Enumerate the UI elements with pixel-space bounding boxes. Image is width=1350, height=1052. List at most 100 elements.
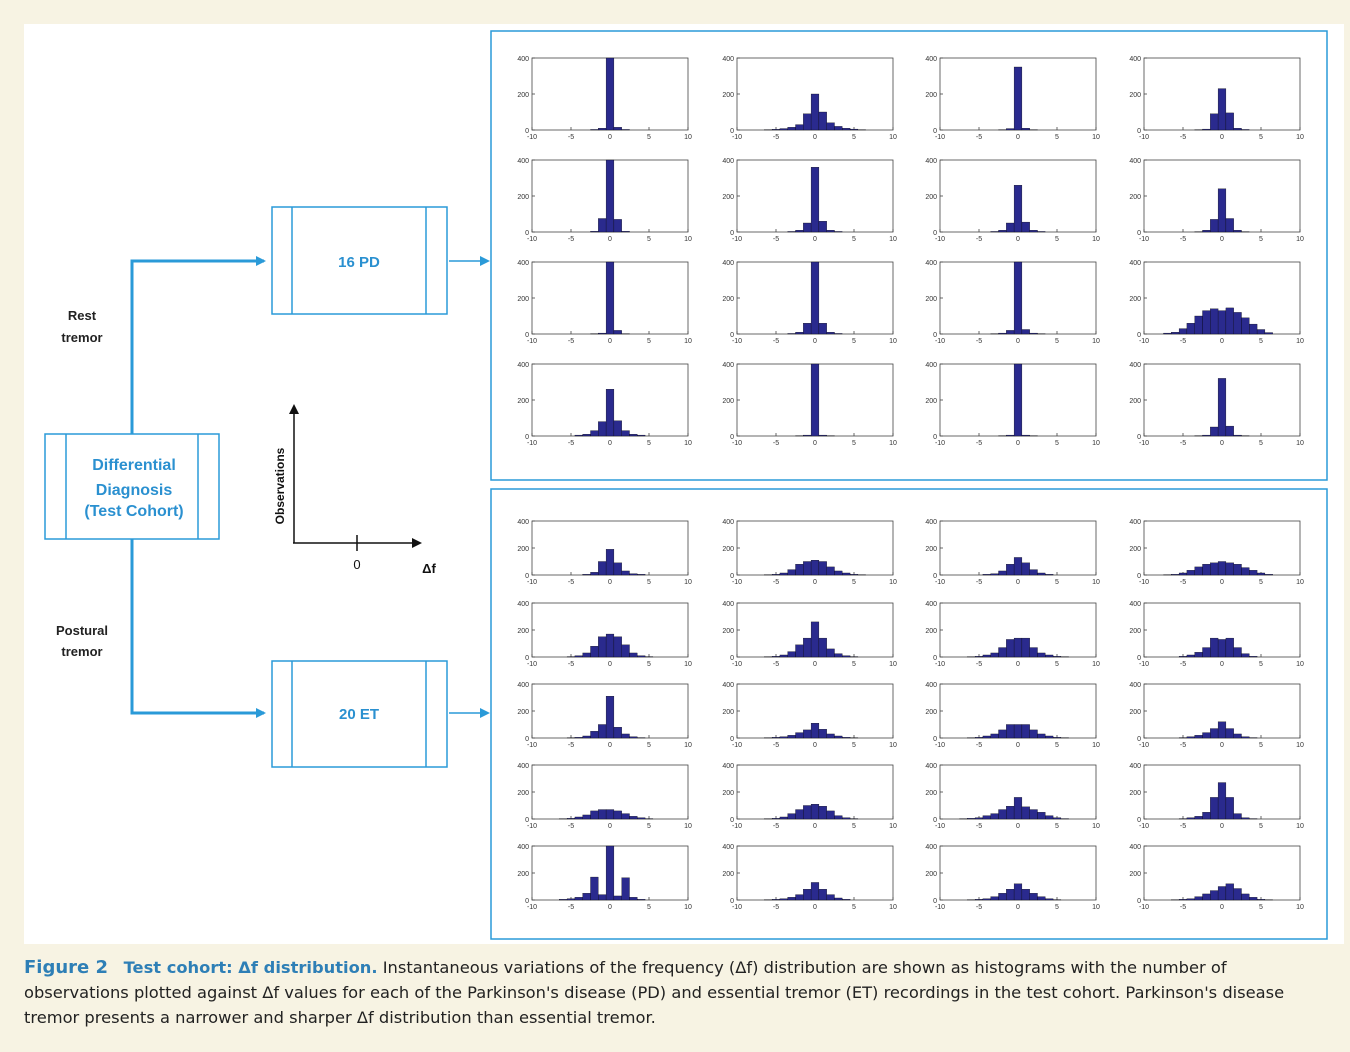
y-tick-label: 0: [730, 128, 734, 135]
x-tick-label: -5: [976, 904, 982, 911]
histogram-bar: [1217, 188, 1227, 233]
histogram-bar: [1029, 809, 1038, 820]
histogram-bar: [613, 330, 622, 335]
x-tick-label: 5: [1259, 338, 1263, 345]
x-tick-label: -10: [935, 338, 945, 345]
histogram-bar: [1225, 218, 1234, 233]
histogram-bar: [1029, 647, 1038, 658]
x-tick-label: -10: [527, 134, 537, 141]
histogram-bar: [613, 420, 622, 437]
x-tick-label: -10: [732, 823, 742, 830]
x-tick-label: -10: [732, 742, 742, 749]
histogram-bar: [1210, 797, 1219, 820]
histogram-bar: [771, 899, 781, 901]
x-tick-label: 5: [1259, 823, 1263, 830]
histogram-bar: [795, 230, 804, 233]
x-tick-label: -10: [527, 823, 537, 830]
x-tick-label: 10: [1092, 440, 1100, 447]
histogram-bar: [787, 333, 796, 335]
y-tick-label: 200: [517, 709, 529, 716]
et-histogram-9: 0 200 400 -10 -5 0 5 10: [517, 682, 692, 749]
pd-histogram-12: 0 200 400 -10 -5 0 5 10: [1129, 260, 1304, 345]
x-tick-label: 5: [852, 742, 856, 749]
y-tick-label: 0: [1137, 655, 1141, 662]
histogram-bar: [1249, 656, 1258, 658]
histogram-bar: [621, 231, 630, 233]
x-tick-label: -5: [568, 579, 574, 586]
x-tick-label: 10: [889, 579, 897, 586]
x-tick-label: -10: [935, 904, 945, 911]
histogram-bar: [826, 332, 835, 335]
postural-label-line-2: tremor: [61, 644, 102, 659]
x-tick-label: -5: [773, 338, 779, 345]
x-tick-label: 5: [852, 338, 856, 345]
histogram-bar: [818, 323, 827, 335]
histogram-bar: [810, 723, 820, 739]
y-tick-label: 400: [722, 844, 734, 851]
y-tick-label: 200: [1129, 790, 1141, 797]
histogram-bar: [1202, 647, 1211, 658]
y-tick-label: 400: [925, 682, 937, 689]
x-tick-label: -10: [527, 904, 537, 911]
y-tick-label: 400: [925, 260, 937, 267]
histogram-bar: [1217, 639, 1227, 658]
histogram-bar: [613, 127, 622, 131]
y-tick-label: 200: [925, 628, 937, 635]
x-tick-label: 0: [813, 579, 817, 586]
x-tick-label: 10: [684, 236, 692, 243]
y-tick-label: 200: [722, 546, 734, 553]
x-tick-label: -5: [976, 236, 982, 243]
histogram-bar: [1194, 816, 1203, 820]
y-tick-label: 200: [722, 92, 734, 99]
histogram-bar: [974, 817, 984, 820]
histogram-bar: [1210, 728, 1219, 739]
x-tick-label: 0: [1016, 823, 1020, 830]
histogram-bar: [1233, 813, 1242, 820]
x-tick-label: 0: [1220, 236, 1224, 243]
histogram-bar: [1249, 897, 1258, 901]
x-tick-label: -5: [976, 823, 982, 830]
x-tick-label: 0: [1016, 236, 1020, 243]
x-tick-label: -10: [527, 236, 537, 243]
y-tick-label: 200: [517, 296, 529, 303]
observations-label: Observations: [273, 447, 287, 524]
histogram-bar: [613, 810, 622, 820]
y-tick-label: 200: [517, 871, 529, 878]
x-tick-label: 0: [813, 440, 817, 447]
et-histogram-11: 0 200 400 -10 -5 0 5 10: [925, 682, 1100, 749]
x-tick-label: 0: [1220, 440, 1224, 447]
x-tick-label: 5: [1055, 338, 1059, 345]
histogram-bar: [1241, 736, 1250, 739]
y-tick-label: 200: [517, 194, 529, 201]
x-tick-label: 5: [647, 338, 651, 345]
x-tick-label: 0: [813, 823, 817, 830]
x-tick-label: 5: [647, 742, 651, 749]
histogram-bar: [1194, 566, 1203, 576]
axis-legend: 0 Δf Observations: [273, 404, 437, 576]
histogram-bar: [629, 736, 638, 739]
histogram-bar: [1264, 332, 1273, 335]
x-tick-label: -5: [1180, 134, 1186, 141]
histogram-bar: [1006, 639, 1015, 658]
x-tick-label: 10: [889, 134, 897, 141]
x-tick-label: 0: [813, 236, 817, 243]
histogram-bar: [818, 806, 827, 820]
histogram-bar: [574, 737, 583, 739]
histogram-bar: [990, 813, 999, 820]
histogram-bar: [1194, 315, 1203, 335]
x-tick-label: 0: [1016, 579, 1020, 586]
histogram-bar: [1021, 562, 1030, 576]
histogram-bar: [637, 899, 646, 901]
histogram-bar: [598, 636, 607, 658]
x-tick-label: 10: [1092, 904, 1100, 911]
x-tick-label: -10: [527, 338, 537, 345]
histogram-bar: [605, 159, 615, 233]
x-tick-label: -10: [935, 742, 945, 749]
rest-tremor-connector: [130, 256, 266, 434]
y-tick-label: 0: [933, 655, 937, 662]
histogram-bar: [810, 167, 820, 233]
histogram-bar: [613, 727, 622, 739]
histogram-bar: [834, 897, 843, 901]
histogram-bar: [1045, 735, 1054, 739]
pd-histogram-3: 0 200 400 -10 -5 0 5 10: [925, 56, 1100, 141]
